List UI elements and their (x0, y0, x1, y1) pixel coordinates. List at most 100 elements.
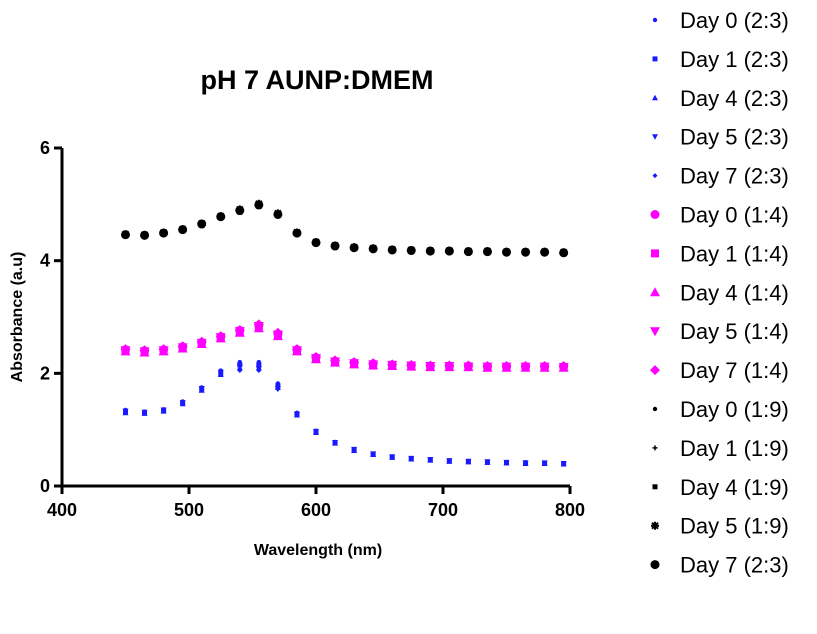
legend-marker (650, 560, 660, 570)
series-1 (123, 362, 567, 467)
data-point (520, 361, 531, 372)
data-point (313, 428, 319, 434)
x-tick-label: 400 (47, 500, 77, 520)
series-10 (123, 202, 566, 255)
data-point (501, 361, 512, 372)
data-point (140, 230, 150, 240)
data-point (216, 212, 226, 222)
data-point (330, 241, 340, 251)
data-point (161, 407, 167, 413)
data-point (291, 344, 302, 355)
y-tick-label: 6 (40, 138, 50, 158)
series-0 (123, 359, 566, 466)
data-point (311, 238, 321, 248)
legend-label: Day 0 (1:4) (680, 203, 789, 228)
data-point (349, 243, 359, 253)
x-tick-label: 500 (174, 500, 204, 520)
legend-marker (650, 365, 660, 376)
series-2 (122, 364, 567, 467)
data-point (502, 247, 511, 257)
data-point (199, 385, 205, 391)
data-point (294, 411, 300, 417)
x-tick-label: 800 (555, 500, 585, 520)
data-point (387, 245, 397, 255)
legend-marker (652, 56, 658, 62)
data-point (559, 248, 569, 258)
series-12 (123, 204, 567, 256)
series-9 (120, 319, 569, 372)
data-point (237, 368, 243, 374)
data-point (273, 209, 283, 219)
data-point (254, 200, 264, 210)
data-point (504, 459, 509, 465)
data-point (427, 457, 433, 463)
data-points (120, 199, 569, 467)
series-5 (121, 320, 569, 372)
y-tick-label: 2 (40, 363, 50, 383)
data-point (425, 246, 435, 256)
data-point (446, 458, 452, 464)
y-tick-label: 0 (40, 476, 50, 496)
data-point (236, 364, 243, 370)
legend-marker (652, 94, 658, 101)
data-point (387, 359, 398, 370)
chart-title: pH 7 AUNP:DMEM (201, 65, 434, 95)
x-axis-ticks: 400 500 600 700 800 (47, 486, 585, 520)
data-point (389, 454, 395, 460)
legend-marker (652, 173, 658, 179)
y-tick-label: 4 (40, 251, 50, 271)
data-point (444, 360, 455, 371)
legend-marker (651, 249, 659, 258)
series-8 (120, 322, 569, 373)
data-point (123, 408, 128, 414)
data-point (178, 225, 188, 235)
data-point (463, 360, 474, 371)
data-point (121, 230, 130, 240)
legend-label: Day 7 (1:4) (680, 358, 789, 383)
data-point (234, 324, 245, 335)
series-11 (123, 202, 567, 256)
data-point (444, 246, 454, 256)
data-point (253, 319, 264, 330)
series-14 (121, 200, 569, 258)
series-7 (120, 323, 569, 372)
data-point (215, 331, 226, 342)
data-point (521, 247, 531, 257)
legend-marker (652, 406, 658, 412)
x-tick-label: 700 (428, 500, 458, 520)
data-point (368, 244, 378, 254)
legend-marker (652, 17, 658, 23)
data-point (368, 358, 379, 369)
legend-label: Day 4 (1:9) (680, 475, 789, 500)
legend-marker (650, 210, 660, 219)
legend: Day 0 (2:3) Day 1 (2:3) Day 4 (2:3) Day 5 (… (650, 8, 789, 578)
data-point (218, 368, 224, 374)
data-point (425, 360, 436, 371)
data-point (406, 359, 417, 370)
y-axis-title: Absorbance (a.u) (9, 252, 26, 383)
data-point (180, 399, 186, 405)
legend-marker (650, 327, 660, 337)
legend-label: Day 0 (2:3) (680, 8, 789, 33)
legend-label: Day 1 (2:3) (680, 47, 789, 72)
data-point (275, 386, 281, 392)
data-point (523, 459, 529, 465)
legend-label: Day 5 (1:4) (680, 319, 789, 344)
data-point (159, 228, 169, 238)
data-point (406, 246, 416, 256)
data-point (256, 368, 262, 374)
data-point (351, 446, 357, 452)
series-4 (123, 368, 567, 466)
x-tick-label: 600 (301, 500, 331, 520)
data-point (349, 357, 360, 368)
legend-label: Day 0 (1:9) (680, 397, 789, 422)
legend-marker (650, 287, 660, 297)
data-point (177, 341, 188, 352)
legend-marker (651, 521, 659, 530)
data-point (465, 458, 471, 464)
data-point (561, 460, 567, 466)
legend-marker (652, 445, 658, 451)
data-point (408, 455, 414, 461)
data-point (542, 460, 548, 466)
